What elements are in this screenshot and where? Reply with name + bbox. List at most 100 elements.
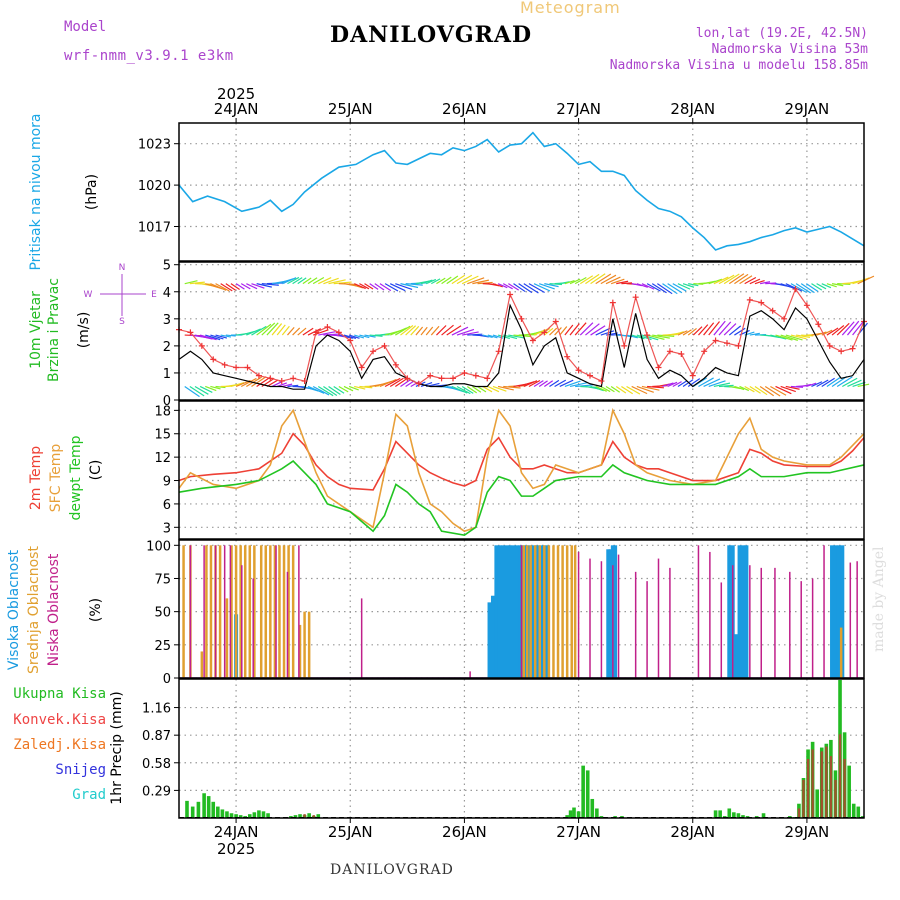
low-cloud-bar <box>577 551 580 678</box>
wind-arrow <box>595 273 612 285</box>
wind-gust-marker <box>221 361 228 368</box>
precip-total-bar <box>572 807 576 818</box>
wind-arrow <box>230 283 240 291</box>
high-cloud-bar <box>613 545 618 678</box>
high-cloud-bar <box>734 634 739 678</box>
wind-arrow <box>734 327 746 336</box>
low-cloud-bar <box>229 545 232 678</box>
wind-arrow <box>246 328 262 336</box>
low-cloud-bar <box>589 558 591 678</box>
wind-arrow <box>652 334 670 339</box>
wind-arrow <box>466 385 478 394</box>
wind-arrow <box>559 379 574 388</box>
wind-arrow <box>400 325 414 336</box>
compass-n: N <box>119 263 126 273</box>
panel-title-high-cloud: Visoka Oblacnost <box>6 549 22 670</box>
wind-arrow <box>569 382 588 388</box>
low-cloud-bar <box>189 545 192 678</box>
wind-arrow <box>456 328 475 336</box>
wind-arrow <box>647 385 664 389</box>
wind-arrow <box>184 385 200 398</box>
panel-title-dewpt: dewpt Temp <box>68 435 84 520</box>
wind-arrow <box>379 378 397 388</box>
mid-cloud-bar <box>298 624 302 678</box>
wind-arrow <box>785 385 800 390</box>
wind-arrow <box>333 281 352 285</box>
wind-gust-marker <box>701 348 708 355</box>
mid-cloud-bar <box>253 545 256 678</box>
wind-arrow <box>225 283 236 291</box>
bottom-day-label: 28JAN <box>670 823 715 841</box>
wind-arrow <box>636 283 648 288</box>
precip-total-bar <box>202 793 206 818</box>
wind-arrow <box>672 381 682 387</box>
wind-arrow <box>354 283 366 290</box>
wind-gust-marker <box>233 364 240 371</box>
wind-arrow <box>842 377 858 387</box>
wind-arrow <box>281 325 290 336</box>
mid-cloud-bar <box>225 598 229 678</box>
wind-arrow <box>564 380 581 388</box>
wind-arrow <box>543 327 554 336</box>
wind-arrow <box>436 277 446 285</box>
high-cloud-bar <box>833 545 838 678</box>
wind-gust-marker <box>541 329 548 336</box>
panel-title-wind-2: Brzina i Pravac <box>46 278 62 382</box>
wind-arrow <box>451 274 466 285</box>
wind-arrow <box>790 334 807 340</box>
wind-gust-marker <box>689 372 696 379</box>
wind-arrow <box>446 275 459 285</box>
precip-total-bar <box>261 811 266 818</box>
wind-arrow <box>826 376 842 387</box>
wind-arrow <box>240 283 251 290</box>
precip-total-bar <box>736 813 741 818</box>
wind-arrow <box>651 283 667 294</box>
wind-arrow <box>205 385 217 392</box>
high-cloud-bar <box>504 545 509 678</box>
wind-arrow <box>754 385 768 396</box>
top-day-label: 29JAN <box>785 100 830 118</box>
wind-arrow <box>348 283 364 289</box>
wind-arrow <box>405 325 417 336</box>
wind-arrow <box>215 385 226 389</box>
precip-conv-bar <box>843 758 846 818</box>
wind-arrow <box>230 382 245 388</box>
wind-gust-marker <box>187 329 194 336</box>
wind-arrow <box>425 278 437 285</box>
mid-cloud-bar <box>243 545 247 678</box>
wind-arrow <box>749 385 761 394</box>
precip-legend-item: Ukupna Kisa <box>13 686 106 702</box>
low-cloud-bar <box>823 545 825 678</box>
wind-arrow <box>739 385 750 392</box>
wind-arrow <box>348 385 359 391</box>
wind-gust-marker <box>404 375 411 382</box>
wind-arrow <box>857 275 875 285</box>
wind-gust-marker <box>678 351 685 357</box>
wind-arrow <box>210 283 227 291</box>
wind-arrow <box>261 322 276 336</box>
wind-arrow <box>559 326 568 336</box>
wind-arrow <box>400 283 419 289</box>
wind-arrow <box>590 325 606 336</box>
wind-gust-marker <box>450 375 456 382</box>
wind-arrow <box>405 380 415 387</box>
wind-arrow <box>836 376 853 387</box>
low-cloud-bar <box>469 671 471 678</box>
wind-arrow <box>698 377 714 387</box>
wind-arrow <box>379 283 392 292</box>
wind-arrow <box>816 283 827 290</box>
wind-gust-marker <box>552 318 559 325</box>
high-cloud-bar <box>511 545 516 678</box>
precip-total-bar <box>727 808 732 818</box>
panel-frame <box>178 261 865 401</box>
mid-cloud-bar <box>538 545 542 678</box>
mid-cloud-bar <box>525 545 529 678</box>
wind-arrow <box>497 283 508 289</box>
wind-arrow <box>410 380 420 387</box>
wind-arrow <box>574 276 587 285</box>
wind-arrow <box>564 324 574 336</box>
wind-arrow <box>569 278 581 285</box>
ylabel-temp: (C) <box>88 460 104 481</box>
wind-arrow <box>811 381 823 388</box>
wind-arrow <box>775 334 793 341</box>
